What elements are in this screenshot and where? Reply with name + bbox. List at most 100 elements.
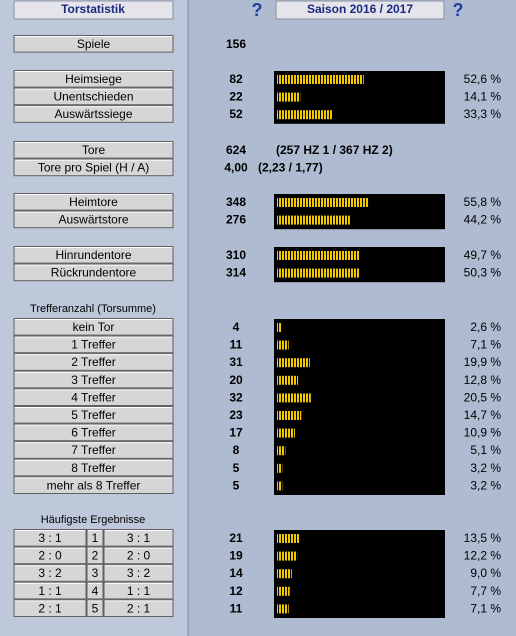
row-label-bg[interactable] [13,70,174,88]
result-left-bg[interactable] [13,546,87,565]
row-label[interactable]: kein Tor [73,320,115,334]
row-percent: 50,3 % [464,266,502,280]
result-right[interactable]: 1 : 1 [127,584,151,598]
row-label[interactable]: 7 Treffer [71,443,115,457]
help-button[interactable]: ? [252,0,263,20]
row-label-bg[interactable] [13,35,174,53]
bar-box [274,530,445,618]
result-left-bg[interactable] [13,599,87,618]
bar [277,534,300,543]
result-rank[interactable]: 4 [92,584,99,598]
row-label[interactable]: Heimsiege [65,72,122,86]
row-label[interactable]: 8 Treffer [71,461,115,475]
row-label[interactable]: mehr als 8 Treffer [47,478,141,492]
row-label-bg[interactable] [13,246,174,264]
bar [277,428,295,438]
row-label-bg[interactable] [13,87,174,106]
bar [277,340,289,350]
result-rank-bg[interactable] [86,599,104,618]
row-label-bg[interactable] [13,318,174,336]
row-percent: 7,1 % [470,601,501,615]
row-label[interactable]: 5 Treffer [71,408,115,422]
row-label-bg[interactable] [13,210,174,229]
row-percent: 12,8 % [464,373,502,387]
row-label[interactable]: Rückrundentore [51,266,137,280]
bar [277,75,364,84]
bar [277,481,283,491]
result-right-bg[interactable] [103,599,174,618]
row-percent: 2,6 % [470,320,501,334]
row-label[interactable]: Spiele [77,37,111,51]
result-left[interactable]: 2 : 0 [38,549,62,563]
row-value: 14 [229,566,243,580]
row-label-bg[interactable] [13,193,174,211]
row-label-bg[interactable] [13,406,174,424]
row-value: 52 [229,107,243,121]
row-value: 310 [226,248,246,262]
row-note: (2,23 / 1,77) [258,161,323,175]
row-label[interactable]: 6 Treffer [71,426,115,440]
result-rank[interactable]: 2 [92,549,99,563]
title: Torstatistik [61,2,125,16]
result-right[interactable]: 3 : 1 [127,531,151,545]
result-rank[interactable]: 1 [92,531,99,545]
row-label-bg[interactable] [13,158,174,177]
row-label-bg[interactable] [13,370,174,389]
row-label[interactable]: Tore pro Spiel (H / A) [38,161,149,175]
result-rank[interactable]: 3 [92,566,99,580]
row-label-bg[interactable] [13,263,174,282]
result-right[interactable]: 2 : 1 [127,601,151,615]
result-right[interactable]: 3 : 2 [127,566,151,580]
bar [277,551,298,561]
row-percent: 5,1 % [470,443,501,457]
row-value: 4,00 [224,161,248,175]
result-rank[interactable]: 5 [92,601,99,615]
result-left[interactable]: 2 : 1 [38,601,62,615]
result-left-bg[interactable] [13,581,87,600]
row-label[interactable]: 3 Treffer [71,373,115,387]
row-label[interactable]: 4 Treffer [71,390,115,404]
result-right[interactable]: 2 : 0 [127,549,151,563]
result-right-bg[interactable] [103,529,174,547]
bar [277,92,301,102]
row-label[interactable]: Unentschieden [53,90,133,104]
row-label[interactable]: Tore [82,143,106,157]
row-percent: 44,2 % [464,213,502,227]
row-label[interactable]: 1 Treffer [71,338,115,352]
row-label-bg[interactable] [13,353,174,371]
row-value: 4 [233,320,240,334]
row-label-bg[interactable] [13,423,174,442]
row-label[interactable]: Auswärtssiege [54,107,132,121]
result-left-bg[interactable] [13,564,87,582]
row-label-bg[interactable] [13,105,174,123]
row-label[interactable]: 2 Treffer [71,355,115,369]
result-rank-bg[interactable] [86,581,104,600]
bar [277,411,302,420]
result-left[interactable]: 3 : 1 [38,531,62,545]
bar [277,393,311,403]
bar [277,463,283,473]
result-right-bg[interactable] [103,546,174,565]
result-left[interactable]: 1 : 1 [38,584,62,598]
row-percent: 20,5 % [464,390,502,404]
row-label-bg[interactable] [13,141,174,159]
row-label-bg[interactable] [13,388,174,406]
result-left[interactable]: 3 : 2 [38,566,62,580]
result-right-bg[interactable] [103,581,174,600]
row-label[interactable]: Auswärtstore [58,213,128,227]
help-button[interactable]: ? [453,0,464,20]
row-value: 8 [233,443,240,457]
row-label-bg[interactable] [13,476,174,494]
row-label[interactable]: Heimtore [69,195,118,209]
result-rank-bg[interactable] [86,546,104,565]
row-label-bg[interactable] [13,441,174,459]
row-label-bg[interactable] [13,335,174,354]
row-label-bg[interactable] [13,458,174,477]
result-left-bg[interactable] [13,529,87,547]
row-label[interactable]: Hinrundentore [55,248,131,262]
result-rank-bg[interactable] [86,564,104,582]
result-rank-bg[interactable] [86,529,104,547]
row-percent: 19,9 % [464,355,502,369]
result-right-bg[interactable] [103,564,174,582]
row-value: 276 [226,213,246,227]
